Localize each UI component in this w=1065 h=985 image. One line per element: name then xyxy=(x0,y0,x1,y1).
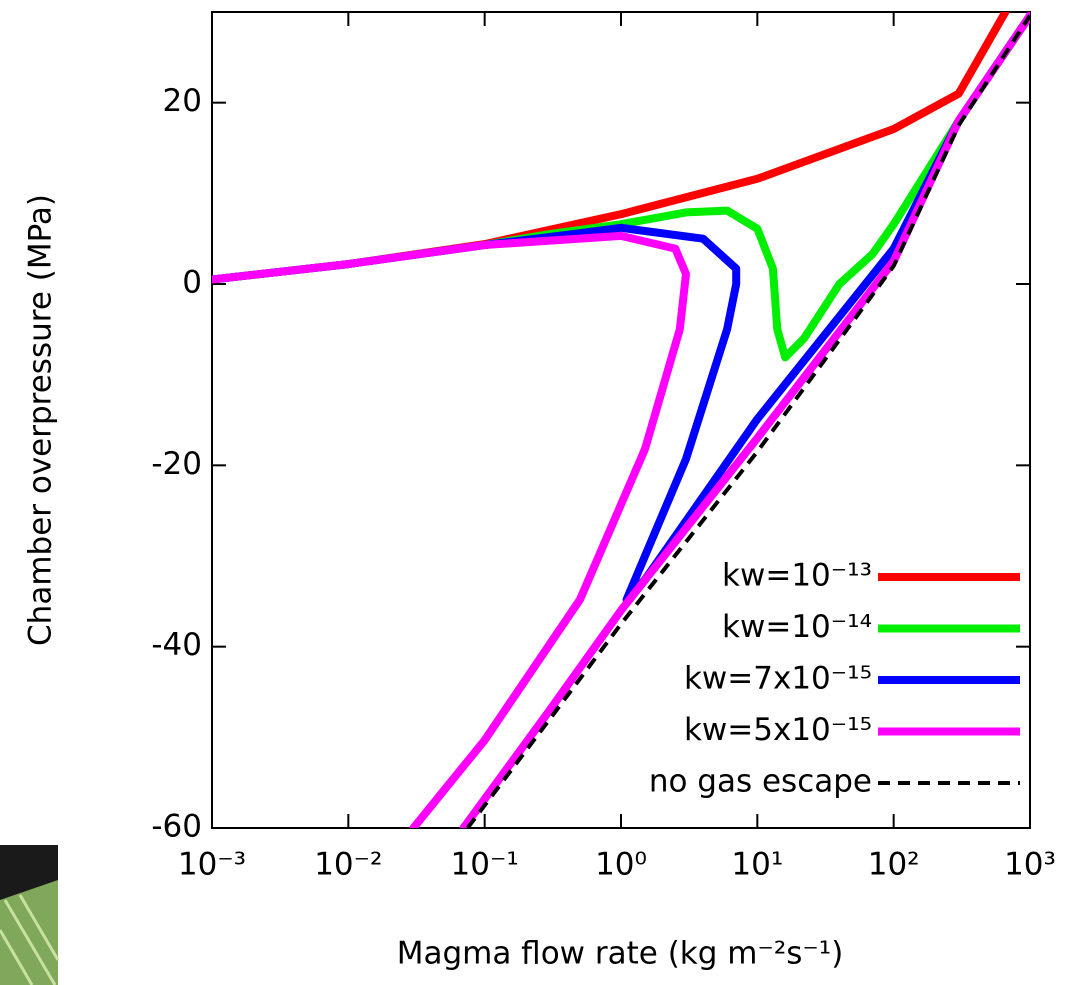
series-line xyxy=(212,12,1030,828)
x-tick-label: 10¹ xyxy=(731,847,783,883)
x-tick-label: 10⁰ xyxy=(595,847,647,883)
x-tick-label: 10⁻³ xyxy=(178,847,246,883)
x-tick-label: 10⁻¹ xyxy=(451,847,519,883)
plot-lines xyxy=(212,12,1030,828)
x-tick-label: 10³ xyxy=(1004,847,1056,883)
y-tick-label: -60 xyxy=(151,809,202,845)
legend-label: kw=10⁻¹⁴ xyxy=(722,609,872,645)
legend-label: kw=7x10⁻¹⁵ xyxy=(684,661,872,697)
y-axis-label: Chamber overpressure (MPa) xyxy=(23,194,59,646)
legend-label: kw=5x10⁻¹⁵ xyxy=(684,712,872,748)
y-tick-label: 0 xyxy=(182,265,202,301)
legend-label: kw=10⁻¹³ xyxy=(722,558,872,594)
photo-fragment xyxy=(0,845,60,985)
x-tick-label: 10² xyxy=(868,847,920,883)
y-tick-label: -40 xyxy=(151,627,202,663)
legend-label: no gas escape xyxy=(649,764,872,800)
plot-frame xyxy=(211,11,1031,829)
y-tick-label: -20 xyxy=(151,446,202,482)
x-axis-label: Magma flow rate (kg m⁻²s⁻¹) xyxy=(397,936,844,972)
series-line xyxy=(466,14,1030,828)
y-tick-label: 20 xyxy=(163,83,202,119)
series-line xyxy=(212,12,1030,362)
x-tick-label: 10⁻² xyxy=(314,847,382,883)
